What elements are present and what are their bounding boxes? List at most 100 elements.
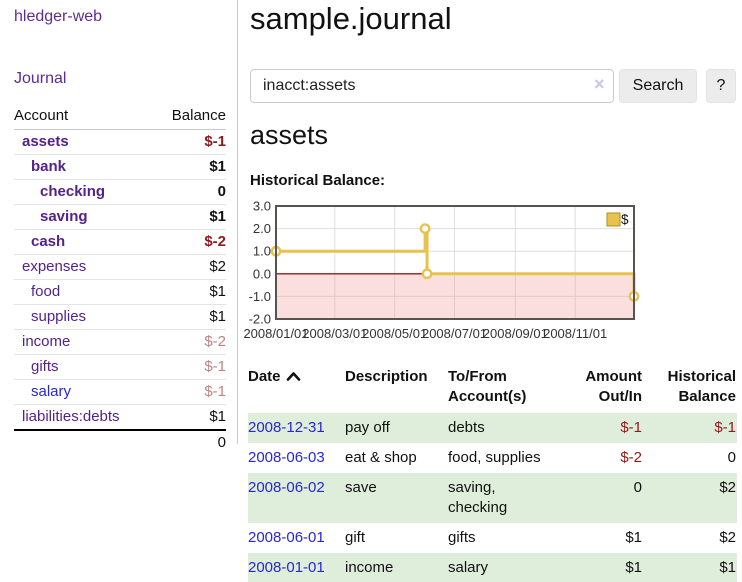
- account-balance: $1: [154, 154, 226, 180]
- main-content: sample.journal × Search ? assets Histori…: [243, 0, 742, 582]
- transaction-balance: 0: [727, 449, 736, 466]
- register-header-description: Description: [345, 368, 428, 385]
- account-link-salary[interactable]: salary: [31, 383, 72, 400]
- svg-text:0.0: 0.0: [253, 266, 271, 281]
- transaction-balance: $2: [719, 479, 736, 496]
- register-header-accounts: To/From Account(s): [448, 368, 527, 405]
- account-row: assets $-1: [14, 129, 226, 155]
- transaction-date-cell: 2008-06-01: [248, 523, 345, 553]
- sidebar: hledger-web Journal Account Balance asse…: [0, 0, 238, 455]
- transaction-date-link[interactable]: 2008-06-03: [248, 449, 325, 466]
- account-row: gifts $-1: [14, 354, 226, 380]
- help-button[interactable]: ?: [706, 69, 736, 103]
- accounts-table-body: assets $-1 bank $1 checking 0 saving $1 cash $-2 e…: [14, 129, 226, 431]
- account-link-assets[interactable]: assets: [22, 133, 69, 150]
- search-input[interactable]: [250, 69, 614, 103]
- register-table-body: 2008-12-31 pay off debts $-1 $-1 2008-06-03 ea…: [248, 413, 737, 582]
- register-header-amount: Amount Out/In: [585, 368, 642, 405]
- register-row: 2008-01-01 income salary $1 $1: [248, 553, 737, 582]
- register-table: Date Description To/From Account(s) Amou…: [248, 363, 737, 582]
- svg-text:2008/07/01: 2008/07/01: [422, 326, 487, 341]
- transaction-description: eat & shop: [345, 449, 417, 466]
- search-form: × Search ?: [250, 69, 742, 103]
- accounts-header-balance: Balance: [154, 105, 226, 130]
- svg-text:2008/03/01: 2008/03/01: [302, 326, 367, 341]
- account-balance: $-1: [154, 379, 226, 405]
- transaction-balance: $1: [719, 559, 736, 576]
- transaction-date-cell: 2008-12-31: [248, 413, 345, 443]
- account-link-supplies[interactable]: supplies: [31, 308, 87, 325]
- transaction-accounts: salary: [448, 559, 489, 576]
- account-link-liabilities-debts[interactable]: liabilities:debts: [22, 408, 120, 425]
- svg-text:2008/09/01: 2008/09/01: [483, 326, 548, 341]
- account-balance: $1: [154, 304, 226, 330]
- account-row: cash $-2: [14, 229, 226, 255]
- transaction-accounts: gifts: [448, 529, 476, 546]
- transaction-date-cell: 2008-01-01: [248, 553, 345, 582]
- transaction-description: income: [345, 559, 394, 576]
- transaction-description: save: [345, 479, 377, 496]
- account-link-gifts[interactable]: gifts: [31, 358, 59, 375]
- transaction-date-link[interactable]: 2008-06-01: [248, 529, 325, 546]
- account-balance: $1: [154, 404, 226, 431]
- sort-ascending-icon: [286, 372, 300, 381]
- transaction-date-cell: 2008-06-02: [248, 473, 345, 523]
- page-title: sample.journal: [250, 1, 452, 36]
- transaction-amount: $-2: [620, 449, 642, 466]
- accounts-table: Account Balance assets $-1 bank $1 checking 0…: [14, 105, 226, 455]
- transaction-amount: 0: [633, 479, 642, 496]
- sidebar-item-journal[interactable]: Journal: [14, 70, 67, 87]
- transaction-balance: $2: [719, 529, 736, 546]
- account-link-food[interactable]: food: [31, 283, 61, 300]
- register-header-date[interactable]: Date: [248, 363, 345, 413]
- account-row: salary $-1: [14, 379, 226, 405]
- account-link-expenses[interactable]: expenses: [22, 258, 87, 275]
- transaction-accounts: saving, checking: [448, 479, 508, 516]
- account-balance: $-1: [154, 129, 226, 155]
- svg-text:-1.0: -1.0: [249, 289, 271, 304]
- chart-label: Historical Balance:: [250, 172, 386, 189]
- account-row: checking 0: [14, 179, 226, 205]
- register-header-date-label: Date: [248, 368, 281, 385]
- account-heading: assets: [250, 120, 329, 150]
- register-header-row: Date Description To/From Account(s) Amou…: [248, 363, 737, 413]
- account-balance: $1: [154, 279, 226, 305]
- brand-link[interactable]: hledger-web: [14, 8, 103, 25]
- account-row: supplies $1: [14, 304, 226, 330]
- account-balance: $2: [154, 254, 226, 280]
- register-row: 2008-06-01 gift gifts $1 $2: [248, 523, 737, 553]
- search-button[interactable]: Search: [619, 69, 697, 103]
- account-row: bank $1: [14, 154, 226, 180]
- transaction-amount: $1: [625, 529, 642, 546]
- clear-search-icon[interactable]: ×: [594, 74, 605, 94]
- accounts-total-row: 0: [14, 429, 226, 455]
- svg-text:2008/05/01: 2008/05/01: [362, 326, 427, 341]
- account-balance: 0: [154, 179, 226, 205]
- transaction-accounts: debts: [448, 419, 485, 436]
- account-balance: $-1: [154, 354, 226, 380]
- account-row: food $1: [14, 279, 226, 305]
- account-link-income[interactable]: income: [22, 333, 71, 350]
- transaction-amount: $-1: [620, 419, 642, 436]
- register-row: 2008-12-31 pay off debts $-1 $-1: [248, 413, 737, 443]
- account-row: liabilities:debts $1: [14, 404, 226, 431]
- transaction-date-cell: 2008-06-03: [248, 443, 345, 473]
- historical-balance-chart: $3.0 2.0 1.0 0.0 -1.0 -2.0 2008/01/01 2008/03/0…: [240, 199, 644, 345]
- register-row: 2008-06-03 eat & shop food, supplies $-2 0: [248, 443, 737, 473]
- account-link-saving[interactable]: saving: [40, 208, 88, 225]
- accounts-header-row: Account Balance: [14, 105, 226, 130]
- transaction-accounts: food, supplies: [448, 449, 541, 466]
- account-link-checking[interactable]: checking: [40, 183, 106, 200]
- transaction-date-link[interactable]: 2008-01-01: [248, 559, 325, 576]
- account-balance: $-2: [154, 229, 226, 255]
- svg-text:3.0: 3.0: [253, 199, 271, 214]
- account-link-cash[interactable]: cash: [31, 233, 66, 250]
- transaction-date-link[interactable]: 2008-06-02: [248, 479, 325, 496]
- accounts-header-account: Account: [14, 105, 155, 130]
- account-link-bank[interactable]: bank: [31, 158, 67, 175]
- svg-text:2008/01/01: 2008/01/01: [243, 326, 308, 341]
- transaction-date-link[interactable]: 2008-12-31: [248, 419, 325, 436]
- svg-text:2.0: 2.0: [253, 221, 271, 236]
- account-row: expenses $2: [14, 254, 226, 280]
